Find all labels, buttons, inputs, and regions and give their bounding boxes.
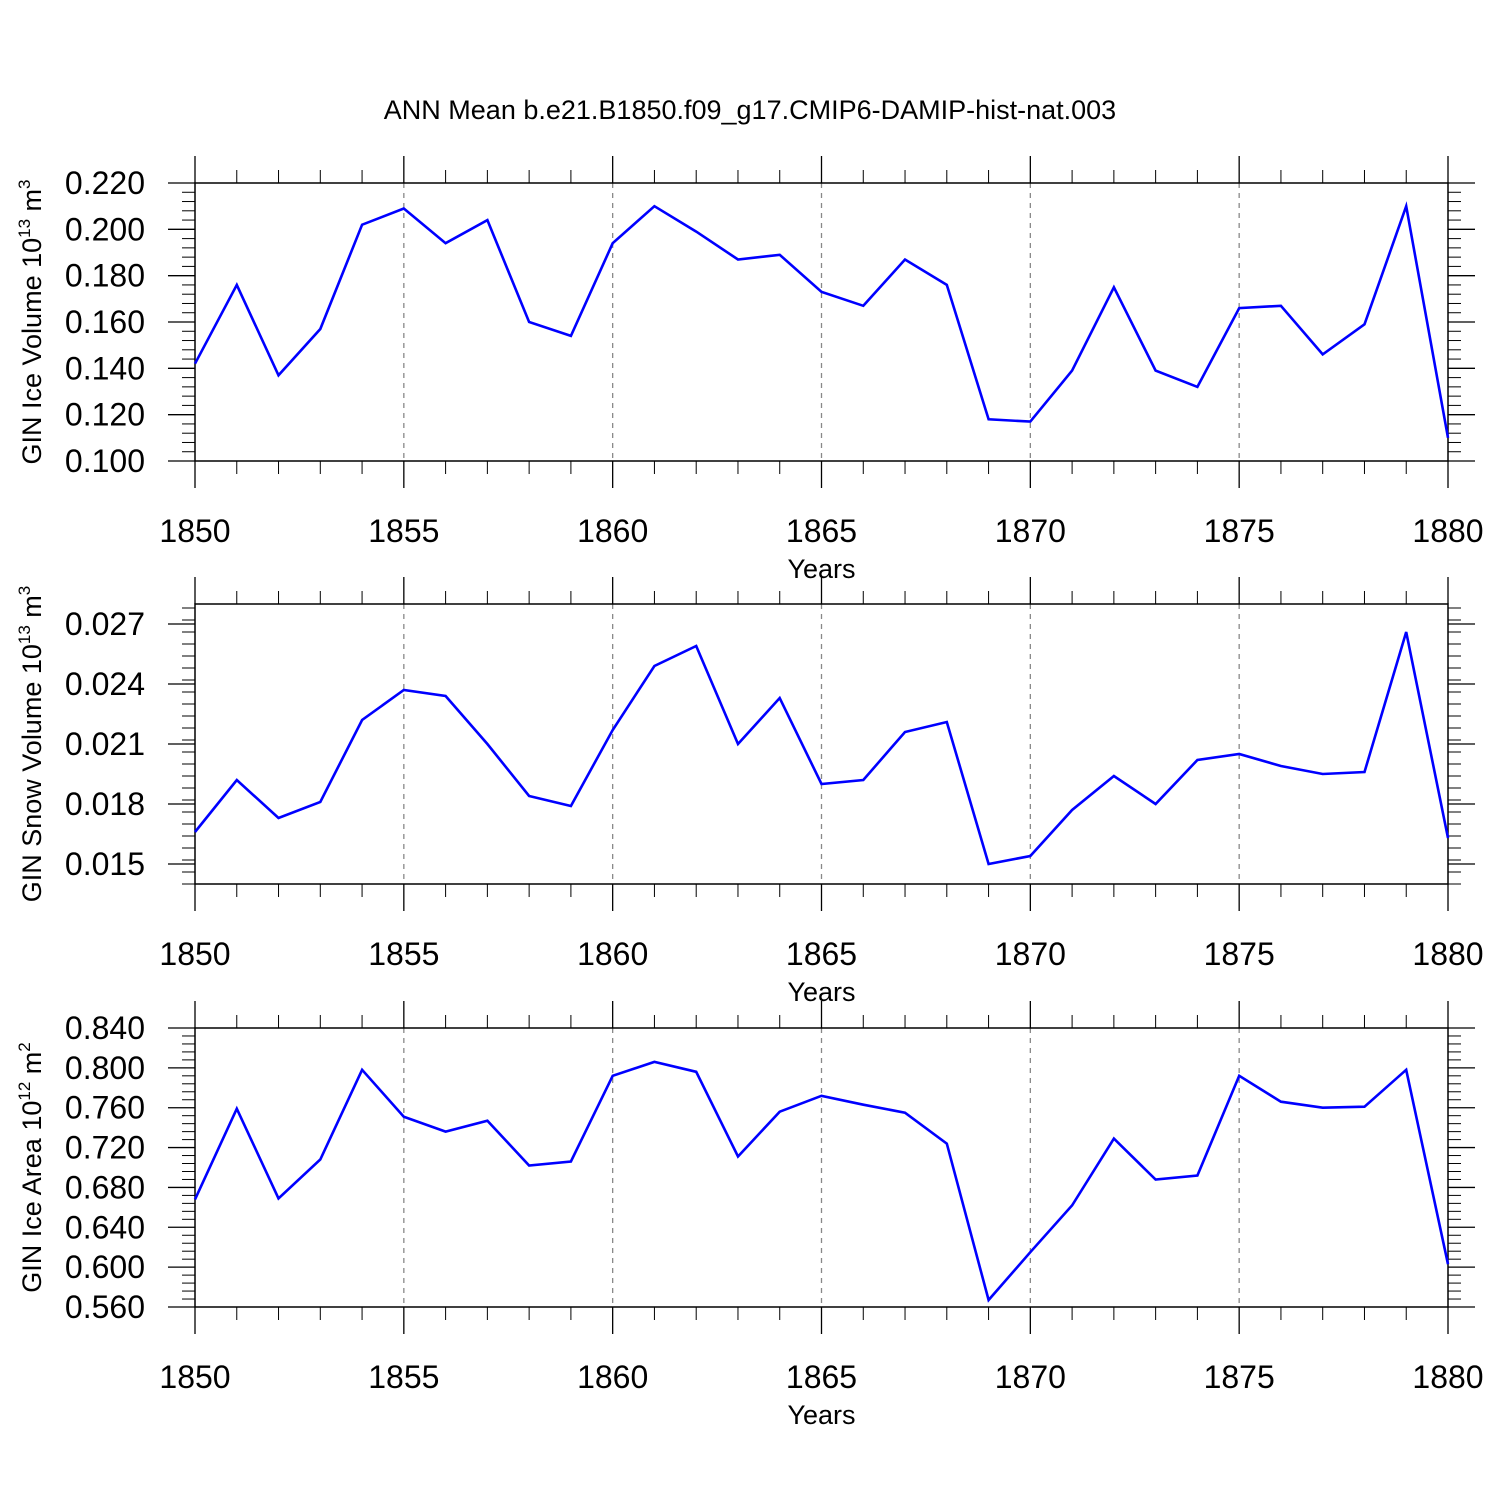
x-tick-label: 1855 bbox=[368, 1359, 439, 1395]
y-tick-label: 0.018 bbox=[65, 786, 145, 822]
x-tick-label: 1860 bbox=[577, 936, 648, 972]
y-axis-label: GIN Ice Area 1012 m2 bbox=[15, 1042, 47, 1293]
x-tick-label: 1850 bbox=[159, 1359, 230, 1395]
y-tick-label: 0.120 bbox=[65, 397, 145, 433]
x-tick-label: 1860 bbox=[577, 513, 648, 549]
y-tick-label: 0.180 bbox=[65, 258, 145, 294]
panel-3: 1850 1855 1860 1865 1870 1875 1880 0.560 0.600 0.… bbox=[15, 1001, 1484, 1430]
y-tick-label: 0.024 bbox=[65, 666, 145, 702]
panels: 1850 1855 1860 1865 1870 1875 1880 0.100 0.120 0.… bbox=[15, 156, 1484, 1430]
x-tick-label: 1875 bbox=[1204, 513, 1275, 549]
x-tick-label: 1865 bbox=[786, 513, 857, 549]
y-tick-label: 0.027 bbox=[65, 606, 145, 642]
x-axis-label: Years bbox=[787, 1400, 855, 1430]
y-tick-label: 0.720 bbox=[65, 1130, 145, 1166]
x-tick-label: 1870 bbox=[995, 936, 1066, 972]
panel-2: 1850 1855 1860 1865 1870 1875 1880 0.015 0.018 0.… bbox=[15, 577, 1484, 1007]
y-tick-label: 0.140 bbox=[65, 350, 145, 386]
plot-frame bbox=[194, 182, 1449, 462]
x-tick-label: 1875 bbox=[1204, 1359, 1275, 1395]
y-axis-label: GIN Ice Volume 1013 m3 bbox=[15, 179, 47, 464]
x-tick-label: 1855 bbox=[368, 936, 439, 972]
x-tick-label: 1865 bbox=[786, 936, 857, 972]
plot-frame bbox=[194, 603, 1449, 885]
y-tick-label: 0.220 bbox=[65, 165, 145, 201]
y-tick-label: 0.800 bbox=[65, 1050, 145, 1086]
x-tick-label: 1870 bbox=[995, 513, 1066, 549]
y-tick-label: 0.015 bbox=[65, 846, 145, 882]
x-tick-label: 1850 bbox=[159, 936, 230, 972]
y-tick-label: 0.160 bbox=[65, 304, 145, 340]
y-tick-label: 0.100 bbox=[65, 443, 145, 479]
y-tick-label: 0.600 bbox=[65, 1249, 145, 1285]
x-tick-label: 1875 bbox=[1204, 936, 1275, 972]
panel-1: 1850 1855 1860 1865 1870 1875 1880 0.100 0.120 0.… bbox=[15, 156, 1484, 584]
data-line bbox=[193, 1060, 1450, 1303]
y-tick-label: 0.640 bbox=[65, 1209, 145, 1245]
x-tick-label: 1860 bbox=[577, 1359, 648, 1395]
y-tick-label: 0.560 bbox=[65, 1289, 145, 1325]
y-tick-label: 0.760 bbox=[65, 1090, 145, 1126]
y-tick-label: 0.200 bbox=[65, 211, 145, 247]
x-tick-label: 1880 bbox=[1412, 513, 1483, 549]
data-line bbox=[193, 201, 1450, 439]
y-axis-label: GIN Snow Volume 1013 m3 bbox=[15, 586, 47, 903]
y-tick-label: 0.680 bbox=[65, 1169, 145, 1205]
x-tick-label: 1850 bbox=[159, 513, 230, 549]
x-tick-label: 1880 bbox=[1412, 1359, 1483, 1395]
x-tick-label: 1880 bbox=[1412, 936, 1483, 972]
x-tick-label: 1865 bbox=[786, 1359, 857, 1395]
chart-title: ANN Mean b.e21.B1850.f09_g17.CMIP6-DAMIP… bbox=[384, 95, 1116, 125]
y-tick-label: 0.021 bbox=[65, 726, 145, 762]
plot-frame bbox=[194, 1027, 1449, 1308]
x-tick-label: 1870 bbox=[995, 1359, 1066, 1395]
x-tick-label: 1855 bbox=[368, 513, 439, 549]
y-tick-label: 0.840 bbox=[65, 1010, 145, 1046]
